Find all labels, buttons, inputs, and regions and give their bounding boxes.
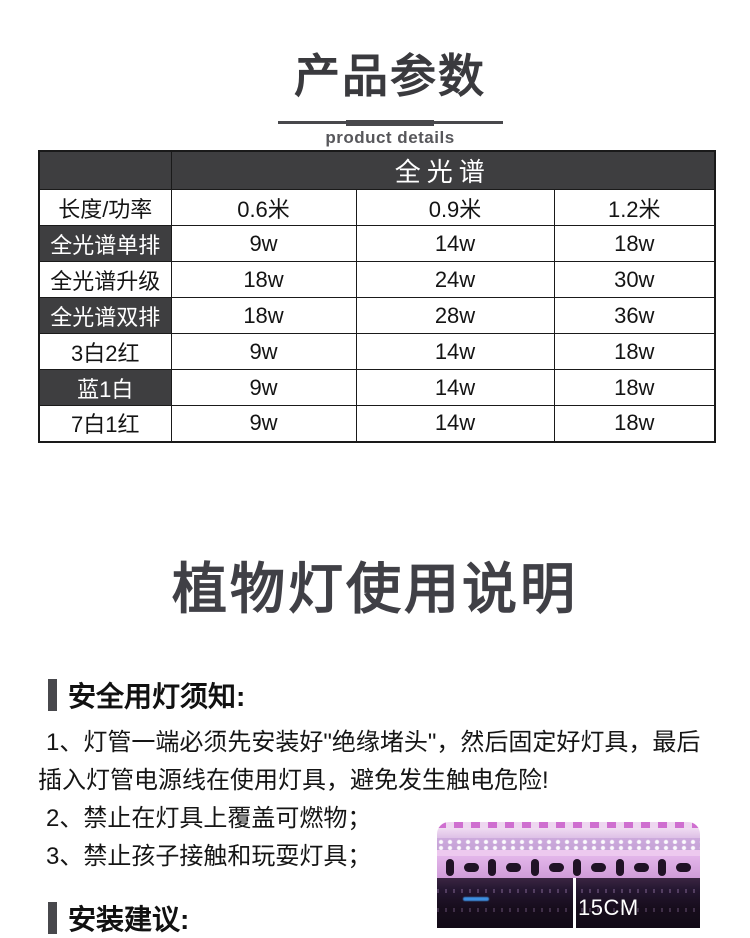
led-slot	[591, 862, 607, 872]
photo-dark-area: 15CM	[437, 878, 700, 928]
row-label-cell: 3白2红	[38, 333, 172, 370]
wattage-cell: 9w	[170, 369, 357, 406]
led-diffuser-top-band	[437, 822, 700, 828]
wattage-cell: 18w	[170, 261, 357, 298]
table-row: 全光谱单排 9w 14w 18w	[38, 225, 716, 262]
led-chip-dots-band	[437, 838, 700, 850]
led-strip-photo: 15CM	[437, 822, 700, 928]
table-row: 全光谱升级 18w 24w 30w	[38, 261, 716, 298]
wattage-cell: 14w	[355, 333, 555, 370]
length-cell: 1.2米	[553, 189, 716, 226]
wattage-cell: 24w	[355, 261, 555, 298]
wattage-cell: 18w	[553, 405, 716, 442]
wattage-cell: 14w	[355, 405, 555, 442]
title-divider-thick	[346, 120, 434, 126]
spectrum-header-cell: 全光谱	[170, 150, 716, 190]
wattage-cell: 28w	[355, 297, 555, 334]
usage-heading: 植物灯使用说明	[171, 558, 578, 620]
safety-item: 2、禁止在灯具上覆盖可燃物；	[46, 805, 372, 832]
safety-section-title: 安全用灯须知:	[68, 681, 246, 712]
length-cell: 0.6米	[170, 189, 357, 226]
led-slot-row	[437, 856, 700, 878]
wattage-cell: 18w	[553, 369, 716, 406]
led-slot	[658, 858, 667, 876]
length-cell: 0.9米	[355, 189, 555, 226]
install-section-header: 安装建议:	[48, 898, 189, 938]
spec-table: 全光谱 长度/功率 0.6米 0.9米 1.2米 全光谱单排 9w 14w 18w 全光谱升级 18…	[38, 150, 717, 443]
led-slot	[445, 858, 454, 876]
table-row: 蓝1白 9w 14w 18w	[38, 369, 716, 406]
table-row: 3白2红 9w 14w 18w	[38, 333, 716, 370]
led-bright-band	[437, 850, 700, 856]
row-label-cell: 全光谱单排	[38, 225, 172, 262]
led-slot	[676, 862, 692, 872]
led-glow-band	[437, 828, 700, 838]
row-label-cell: 蓝1白	[38, 369, 172, 406]
title-divider	[277, 120, 503, 126]
dimension-marker-line	[573, 878, 576, 928]
wattage-cell: 9w	[170, 333, 357, 370]
safety-items-list: 1、灯管一端必须先安装好"绝缘堵头"，然后固定好灯具，最后插入灯管电源线在使用灯…	[38, 724, 716, 876]
corner-cell	[38, 150, 172, 190]
dimension-label: 15CM	[578, 895, 639, 920]
wattage-cell: 9w	[170, 225, 357, 262]
led-slot	[506, 862, 522, 872]
wattage-cell: 14w	[355, 225, 555, 262]
table-row: 7白1红 9w 14w 18w	[38, 405, 716, 442]
led-slot	[573, 858, 582, 876]
safety-item: 3、禁止孩子接触和玩耍灯具；	[46, 843, 372, 870]
wattage-cell: 18w	[553, 333, 716, 370]
row-label-cell: 全光谱双排	[38, 297, 172, 334]
led-slot	[463, 862, 479, 872]
wattage-cell: 36w	[553, 297, 716, 334]
safety-item: 1、灯管一端必须先安装好"绝缘堵头"，然后固定好灯具，最后插入灯管电源线在使用灯…	[38, 729, 701, 794]
wattage-cell: 18w	[553, 225, 716, 262]
wattage-cell: 14w	[355, 369, 555, 406]
length-header-row: 长度/功率 0.6米 0.9米 1.2米	[38, 189, 716, 226]
reflection-row	[437, 908, 700, 912]
page-subtitle: product details	[325, 128, 455, 147]
section-accent-bar	[48, 679, 57, 711]
led-slot	[488, 858, 497, 876]
led-slot	[530, 858, 539, 876]
wattage-cell: 18w	[170, 297, 357, 334]
row-label-cell: 全光谱升级	[38, 261, 172, 298]
blue-glint	[463, 897, 489, 901]
reflection-row	[437, 889, 700, 893]
page-title: 产品参数	[294, 50, 486, 102]
led-slot	[633, 862, 649, 872]
install-section-title: 安装建议:	[68, 904, 190, 935]
wattage-cell: 30w	[553, 261, 716, 298]
row-label-cell: 7白1红	[38, 405, 172, 442]
row-label-cell: 长度/功率	[38, 189, 172, 226]
table-header-row: 全光谱	[38, 150, 716, 190]
safety-section-header: 安全用灯须知:	[48, 675, 245, 715]
table-row: 全光谱双排 18w 28w 36w	[38, 297, 716, 334]
wattage-cell: 9w	[170, 405, 357, 442]
page-header: 产品参数 product details	[15, 0, 750, 148]
section-accent-bar	[48, 902, 57, 934]
led-slot	[548, 862, 564, 872]
led-slot	[615, 858, 624, 876]
